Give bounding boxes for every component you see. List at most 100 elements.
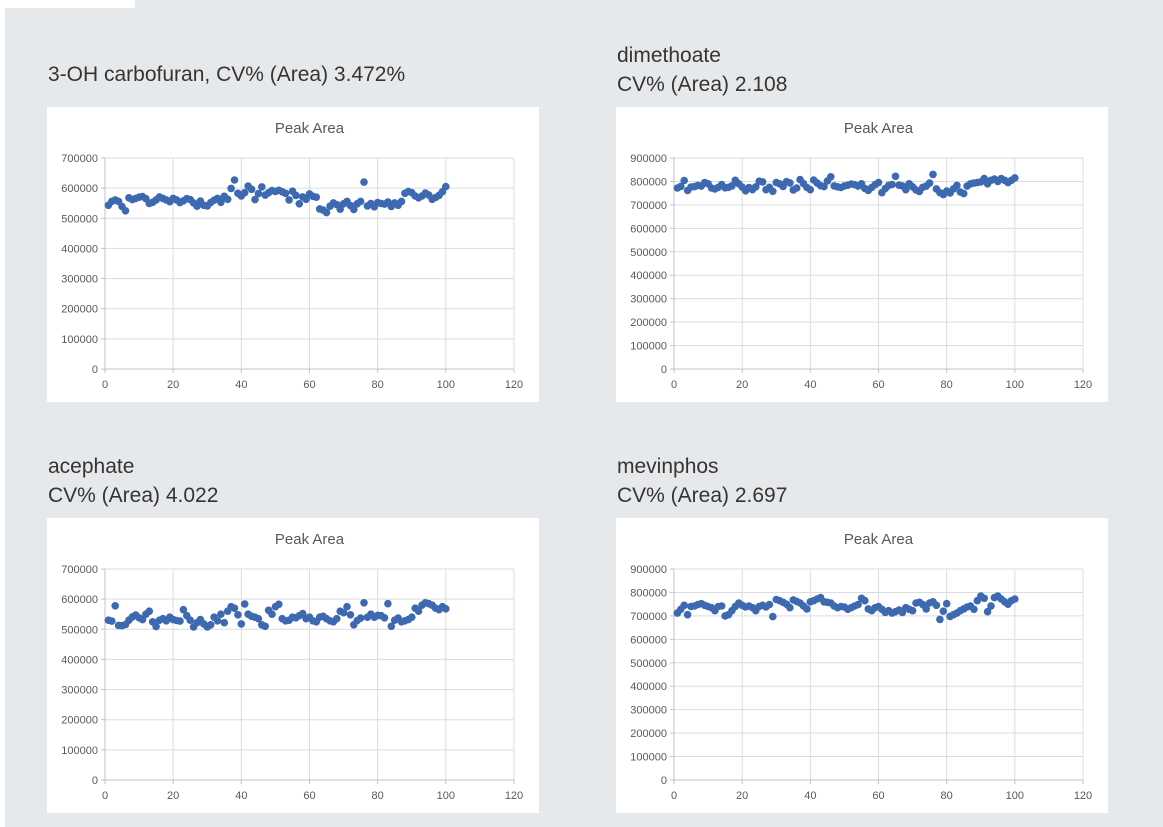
- data-point: [268, 610, 276, 618]
- data-point: [929, 170, 937, 179]
- data-point: [356, 197, 365, 206]
- data-point: [397, 197, 406, 206]
- x-axis-label: 60: [303, 379, 315, 391]
- y-axis-label: 200000: [630, 728, 667, 740]
- data-point: [206, 621, 215, 629]
- y-axis-label: 0: [92, 364, 98, 376]
- x-axis-label: 0: [671, 790, 677, 802]
- x-axis-label: 20: [167, 379, 179, 391]
- data-point: [987, 602, 995, 610]
- chart-title: Peak Area: [843, 531, 914, 548]
- data-point: [322, 208, 331, 217]
- page-corner-gap: [5, 0, 135, 8]
- data-point: [384, 599, 392, 608]
- data-point: [803, 605, 811, 613]
- y-axis-label: 700000: [630, 200, 667, 212]
- data-point: [152, 622, 160, 631]
- x-axis-label: 40: [804, 379, 816, 391]
- data-point: [179, 605, 188, 614]
- data-point: [677, 182, 685, 191]
- data-point: [223, 195, 232, 204]
- data-point: [769, 187, 777, 196]
- data-point: [145, 607, 154, 615]
- y-axis-label: 200000: [61, 304, 98, 316]
- data-point: [302, 195, 310, 204]
- heading-line: acephate: [48, 455, 135, 478]
- data-point: [939, 607, 948, 615]
- data-point: [121, 207, 130, 215]
- data-points: [673, 592, 1019, 624]
- y-axis-label: 200000: [61, 715, 98, 727]
- x-axis-label: 60: [303, 790, 315, 802]
- x-axis-label: 0: [671, 379, 677, 391]
- data-point: [234, 611, 242, 619]
- data-point: [408, 613, 416, 621]
- data-point: [333, 614, 341, 623]
- x-axis-label: 0: [102, 379, 108, 391]
- y-axis-label: 600000: [61, 594, 98, 606]
- y-axis-label: 400000: [61, 654, 98, 666]
- data-point: [217, 610, 225, 618]
- y-axis-label: 600000: [61, 183, 98, 195]
- heading-line: CV% (Area) 4.022: [48, 484, 219, 507]
- scatter-plot: 0 100000 200000 300000 400000 500000 600000 700…: [630, 564, 1092, 802]
- x-axis-label: 80: [941, 790, 953, 802]
- data-point: [176, 617, 184, 625]
- x-axis-label: 40: [804, 790, 816, 802]
- data-point: [138, 615, 147, 624]
- y-axis-label: 700000: [61, 564, 98, 576]
- y-axis-label: 400000: [630, 681, 667, 693]
- data-point: [360, 599, 368, 607]
- data-point: [254, 189, 263, 198]
- heading-line: CV% (Area) 2.108: [617, 73, 788, 96]
- data-point: [827, 173, 835, 181]
- data-point: [414, 607, 423, 615]
- data-point: [908, 606, 917, 615]
- data-point: [936, 615, 944, 624]
- x-axis-label: 100: [437, 379, 455, 391]
- y-axis-label: 500000: [630, 247, 667, 259]
- x-axis-label: 80: [941, 379, 953, 391]
- data-point: [350, 205, 358, 214]
- chart-title: Peak Area: [843, 120, 914, 137]
- data-point: [786, 603, 794, 612]
- x-axis-label: 40: [235, 790, 247, 802]
- data-point: [1011, 595, 1019, 603]
- data-point: [220, 618, 229, 627]
- data-point: [942, 599, 951, 608]
- data-point: [820, 182, 828, 191]
- data-point: [959, 189, 968, 198]
- x-axis-label: 120: [1074, 379, 1092, 391]
- x-axis-label: 0: [102, 790, 108, 802]
- data-point: [346, 611, 355, 619]
- y-axis-label: 600000: [630, 634, 667, 646]
- heading-line: mevinphos: [617, 455, 719, 478]
- chart-card: 0 100000 200000 300000 400000 500000 600000 700…: [47, 107, 539, 402]
- data-point: [295, 200, 304, 208]
- data-point: [902, 185, 910, 194]
- data-point: [874, 178, 883, 187]
- y-axis-label: 0: [661, 364, 667, 376]
- data-point: [970, 605, 978, 614]
- x-axis-label: 80: [372, 790, 384, 802]
- data-point: [360, 178, 368, 186]
- data-point: [240, 188, 249, 197]
- data-point: [925, 179, 934, 187]
- y-axis-label: 700000: [630, 611, 667, 623]
- data-point: [728, 182, 736, 190]
- data-point: [108, 617, 116, 625]
- data-point: [717, 602, 726, 610]
- scatter-plot: 0 100000 200000 300000 400000 500000 600000 700…: [61, 564, 523, 802]
- heading-line: 3-OH carbofuran, CV% (Area) 3.472%: [48, 63, 406, 86]
- data-point: [380, 614, 389, 622]
- chart-card: 0 100000 200000 300000 400000 500000 600000 700…: [616, 107, 1108, 402]
- x-axis-label: 80: [372, 379, 384, 391]
- data-point: [932, 601, 941, 610]
- x-axis-label: 60: [872, 790, 884, 802]
- chart-heading-dimethoate: dimethoate CV% (Area) 2.108: [617, 41, 787, 99]
- x-axis-label: 120: [505, 790, 523, 802]
- x-axis-label: 60: [872, 379, 884, 391]
- y-axis-label: 500000: [61, 624, 98, 636]
- y-axis-label: 300000: [630, 294, 667, 306]
- data-point: [983, 607, 992, 616]
